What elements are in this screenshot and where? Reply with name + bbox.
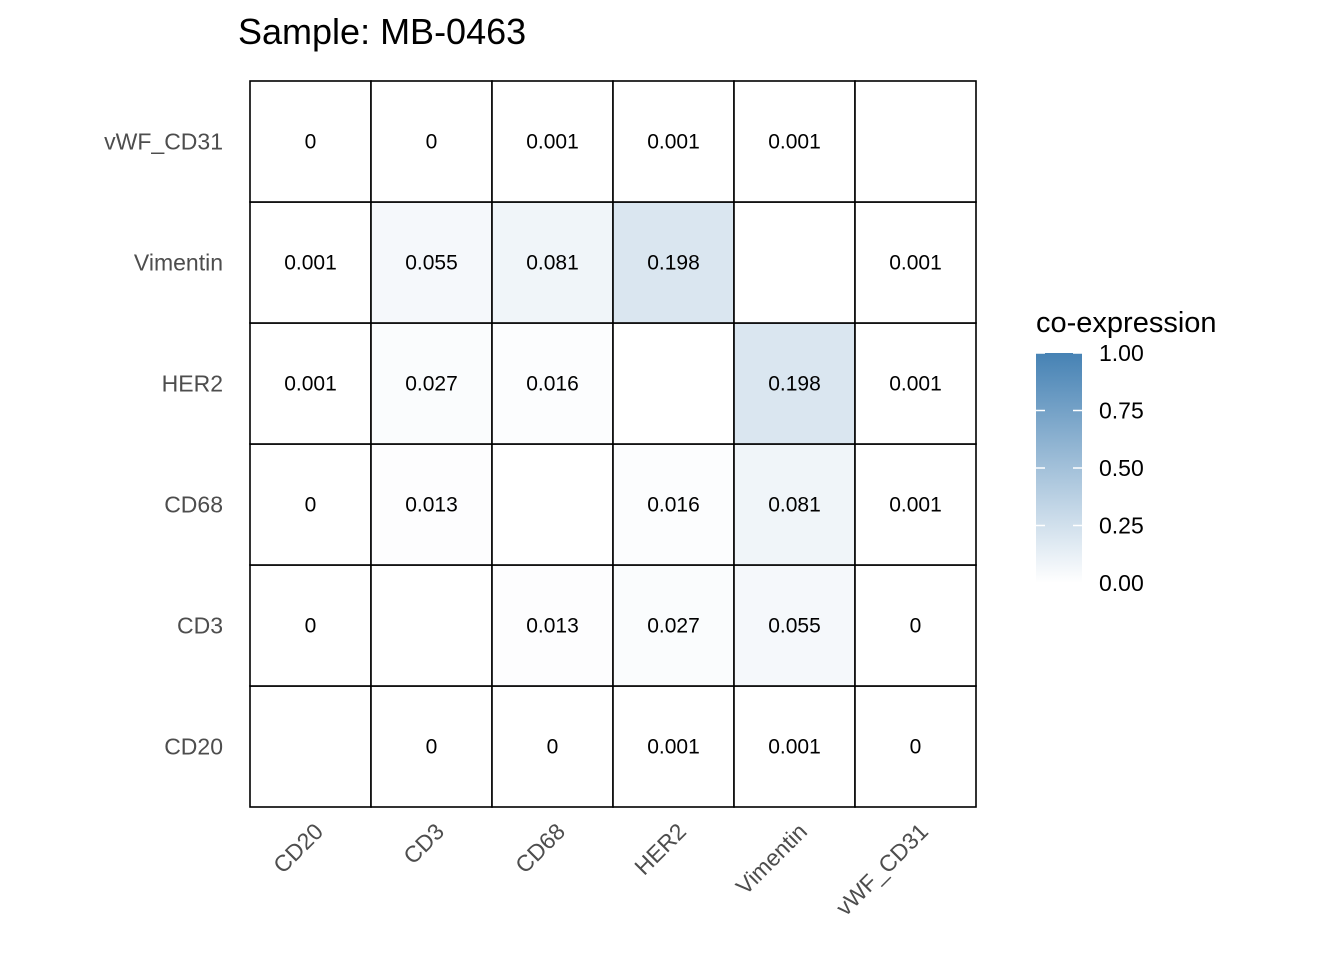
cell-value-label: 0.027 (405, 373, 458, 396)
cell-value-label: 0 (305, 131, 317, 154)
cell-value-label: 0.013 (405, 494, 458, 517)
x-tick-label: Vimentin (731, 818, 812, 899)
heatmap-cell (491, 443, 614, 566)
heatmap-cell (733, 201, 856, 324)
cell-value-label: 0 (910, 615, 922, 638)
cell-value-label: 0.001 (284, 252, 337, 275)
cell-value-label: 0.001 (526, 131, 579, 154)
cell-value-label: 0.001 (647, 131, 700, 154)
heatmap-cell (491, 322, 614, 445)
cell-value-label: 0.001 (889, 494, 942, 517)
heatmap-cell (249, 685, 372, 808)
legend-tick-label: 1.00 (1099, 340, 1144, 366)
cell-value-label: 0.013 (526, 615, 579, 638)
cell-value-label: 0.001 (284, 373, 337, 396)
heatmap-cell (854, 322, 977, 445)
chart-title: Sample: MB-0463 (238, 11, 526, 52)
x-tick-label: CD20 (268, 818, 328, 878)
heatmap-cell (491, 201, 614, 324)
heatmap-cell (854, 443, 977, 566)
heatmap-cell (370, 564, 493, 687)
y-tick-label: CD20 (164, 734, 223, 760)
heatmap-cell (370, 80, 493, 203)
legend-tick-label: 0.25 (1099, 513, 1144, 539)
heatmap-cell (854, 201, 977, 324)
y-tick-label: HER2 (162, 371, 223, 397)
cell-value-label: 0.001 (647, 736, 700, 759)
heatmap-cell (370, 685, 493, 808)
cell-value-label: 0.016 (647, 494, 700, 517)
legend-tick-label: 0.75 (1099, 398, 1144, 424)
heatmap-cell (491, 80, 614, 203)
heatmap-cell (733, 564, 856, 687)
cell-value-label: 0 (305, 615, 317, 638)
y-tick-label: CD68 (164, 492, 223, 518)
legend-title: co-expression (1036, 307, 1217, 339)
cell-value-label: 0.001 (768, 131, 821, 154)
heatmap-cells (249, 80, 977, 808)
y-tick-label: CD3 (177, 613, 223, 639)
cell-value-label: 0.081 (768, 494, 821, 517)
legend-ticks: 0.00 0.25 0.50 0.75 1.00 (1036, 340, 1144, 596)
cell-value-label: 0.001 (889, 373, 942, 396)
cell-value-label: 0.055 (768, 615, 821, 638)
heatmap-cell (370, 322, 493, 445)
heatmap-cell (733, 685, 856, 808)
heatmap-cell (249, 564, 372, 687)
cell-value-label: 0.001 (889, 252, 942, 275)
heatmap-cell (249, 201, 372, 324)
heatmap-cell (612, 443, 735, 566)
cell-value-label: 0.198 (647, 252, 700, 275)
heatmap-cell (249, 322, 372, 445)
legend-tick-label: 0.00 (1099, 570, 1144, 596)
heatmap-cell-labels: 0 0 0.001 0.001 0 0 0.013 0.027 0.055 0 0 0.013 0.01… (284, 131, 942, 759)
heatmap-cell (612, 80, 735, 203)
cell-value-label: 0 (426, 736, 438, 759)
cell-value-label: 0 (910, 736, 922, 759)
color-legend: co-expression 0.00 0.25 0.50 0.75 1.00 (1036, 307, 1217, 596)
cell-value-label: 0 (426, 131, 438, 154)
heatmap-cell (612, 322, 735, 445)
heatmap-cell (370, 443, 493, 566)
legend-tick-label: 0.50 (1099, 455, 1144, 481)
cell-value-label: 0.016 (526, 373, 579, 396)
cell-value-label: 0.198 (768, 373, 821, 396)
x-tick-label: HER2 (629, 818, 691, 880)
x-tick-label: CD68 (510, 818, 570, 878)
heatmap-cell (491, 564, 614, 687)
y-tick-label: vWF_CD31 (104, 129, 223, 155)
heatmap-cell (612, 564, 735, 687)
heatmap-cell (854, 685, 977, 808)
cell-value-label: 0 (547, 736, 559, 759)
heatmap-cell (491, 685, 614, 808)
heatmap-cell (854, 80, 977, 203)
x-tick-label: CD3 (398, 818, 449, 869)
cell-value-label: 0.027 (647, 615, 700, 638)
y-tick-label: Vimentin (134, 250, 223, 276)
cell-value-label: 0.081 (526, 252, 579, 275)
cell-value-label: 0 (305, 494, 317, 517)
cell-value-label: 0.055 (405, 252, 458, 275)
heatmap-cell (733, 322, 856, 445)
x-tick-label: vWF_CD31 (831, 818, 933, 920)
heatmap-cell (854, 564, 977, 687)
x-axis-tick-labels: CD20 CD3 CD68 HER2 Vimentin vWF_CD31 (268, 818, 933, 920)
cell-value-label: 0.001 (768, 736, 821, 759)
y-axis-tick-labels: CD20 CD3 CD68 HER2 Vimentin vWF_CD31 (104, 129, 223, 760)
